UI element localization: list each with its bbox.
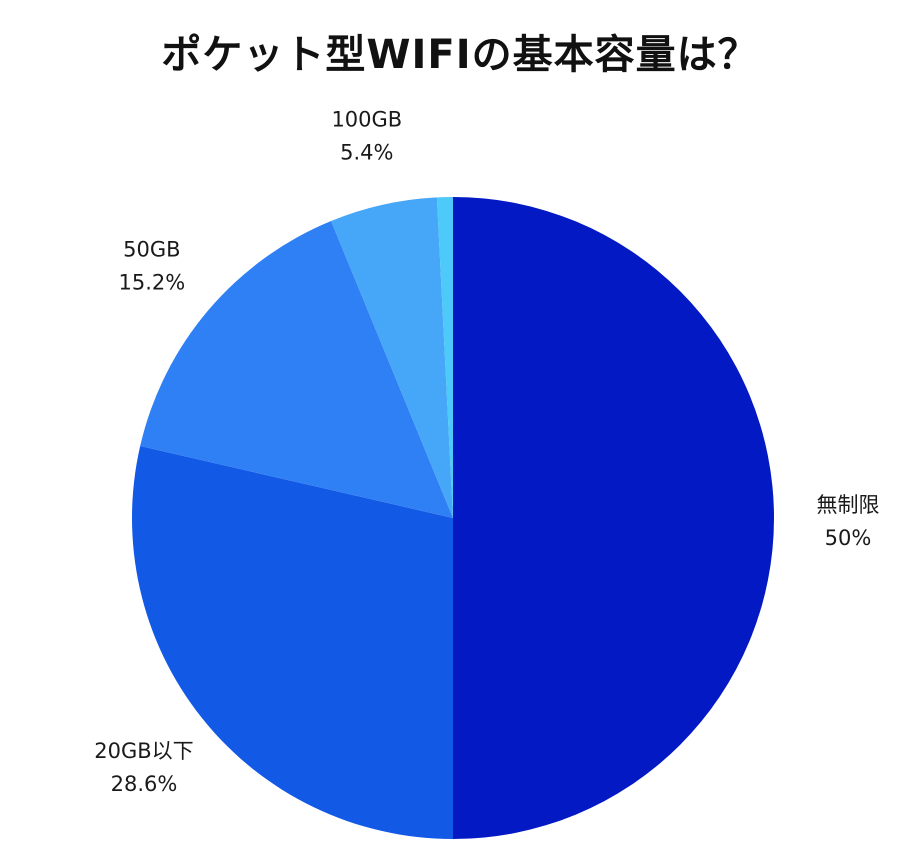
slice-label: 20GB以下	[94, 739, 193, 763]
slice-value-label: 28.6%	[111, 772, 178, 796]
chart-title: ポケット型WIFIの基本容量は？	[161, 32, 759, 78]
pie-slice	[436, 197, 453, 518]
pie-slice	[453, 197, 774, 839]
slice-label: 無制限	[817, 493, 880, 517]
slice-label: 100GB	[331, 108, 402, 132]
slice-value-label: 50%	[825, 526, 872, 550]
slice-value-label: 5.4%	[340, 141, 393, 165]
slice-value-label: 15.2%	[118, 270, 185, 294]
pie-slice	[331, 197, 453, 518]
slice-label: 50GB	[123, 237, 180, 261]
pie-slice	[140, 221, 453, 518]
pie-slice	[132, 446, 453, 839]
